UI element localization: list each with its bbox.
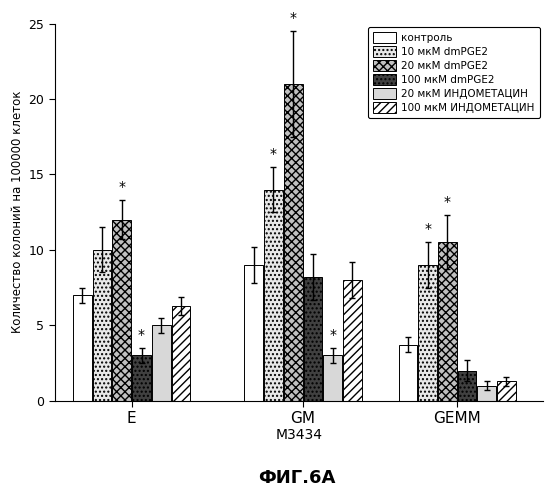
- X-axis label: М3434: М3434: [275, 428, 322, 442]
- Bar: [264, 190, 283, 401]
- Text: *: *: [444, 195, 451, 209]
- Bar: [172, 306, 190, 401]
- Bar: [438, 243, 456, 401]
- Bar: [284, 84, 302, 401]
- Text: *: *: [424, 222, 431, 237]
- Bar: [398, 345, 417, 401]
- Text: *: *: [290, 11, 296, 25]
- Y-axis label: Количество колоний на 100000 клеток: Количество колоний на 100000 клеток: [11, 91, 24, 333]
- Bar: [497, 381, 516, 401]
- Bar: [132, 355, 151, 401]
- Text: *: *: [329, 328, 336, 342]
- Bar: [478, 386, 496, 401]
- Bar: [152, 325, 171, 401]
- Text: *: *: [270, 147, 277, 161]
- Legend: контроль, 10 мкМ dmPGE2, 20 мкМ dmPGE2, 100 мкМ dmPGE2, 20 мкМ ИНДОМЕТАЦИН, 100 : контроль, 10 мкМ dmPGE2, 20 мкМ dmPGE2, …: [368, 27, 540, 118]
- Text: *: *: [119, 180, 125, 194]
- Bar: [304, 277, 322, 401]
- Text: ФИГ.6А: ФИГ.6А: [259, 469, 336, 487]
- Bar: [73, 295, 92, 401]
- Bar: [343, 280, 362, 401]
- Bar: [458, 371, 476, 401]
- Bar: [244, 265, 263, 401]
- Bar: [112, 220, 131, 401]
- Text: *: *: [138, 328, 145, 342]
- Bar: [93, 250, 111, 401]
- Bar: [323, 355, 342, 401]
- Bar: [418, 265, 437, 401]
